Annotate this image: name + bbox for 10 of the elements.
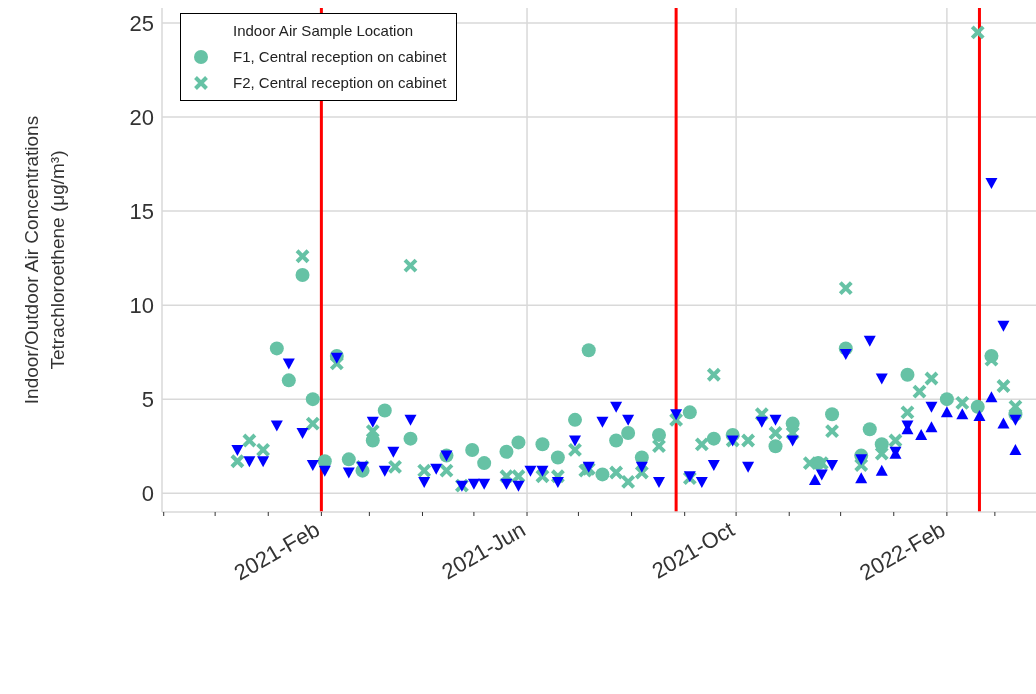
y-tick-label: 15 (129, 198, 154, 224)
legend-label: F1, Central reception on cabinet (233, 47, 447, 67)
y-tick-label: 5 (141, 386, 154, 412)
legend-title: Indoor Air Sample Location (232, 21, 415, 41)
y-tick-label: 10 (129, 292, 154, 318)
y-axis-title: Indoor/Outdoor Air Concentrations Tetrachloroethene (μg/m³) (21, 115, 68, 405)
y-tick-label: 25 (129, 10, 154, 36)
y-tick-label: 20 (129, 104, 154, 130)
legend-label: F2, Central reception on cabinet (233, 73, 447, 93)
y-tick-label: 0 (141, 481, 154, 506)
